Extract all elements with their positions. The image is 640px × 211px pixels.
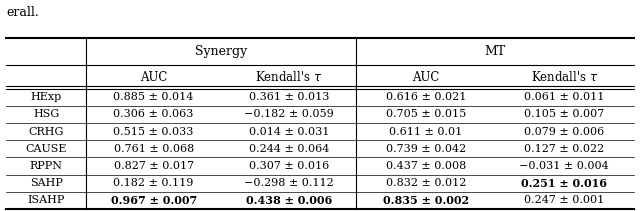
Text: 0.438 ± 0.006: 0.438 ± 0.006 — [246, 195, 332, 206]
Text: 0.616 ± 0.021: 0.616 ± 0.021 — [385, 92, 466, 102]
Text: Kendall's $\tau$: Kendall's $\tau$ — [255, 70, 323, 84]
Text: 0.307 ± 0.016: 0.307 ± 0.016 — [249, 161, 329, 171]
Text: AUC: AUC — [140, 70, 167, 84]
Text: 0.247 ± 0.001: 0.247 ± 0.001 — [524, 195, 604, 205]
Text: 0.761 ± 0.068: 0.761 ± 0.068 — [113, 144, 194, 154]
Text: 0.361 ± 0.013: 0.361 ± 0.013 — [248, 92, 329, 102]
Text: 0.515 ± 0.033: 0.515 ± 0.033 — [113, 127, 194, 137]
Text: 0.182 ± 0.119: 0.182 ± 0.119 — [113, 178, 194, 188]
Text: CRHG: CRHG — [29, 127, 64, 137]
Text: erall.: erall. — [6, 6, 39, 19]
Text: 0.705 ± 0.015: 0.705 ± 0.015 — [385, 109, 466, 119]
Text: 0.885 ± 0.014: 0.885 ± 0.014 — [113, 92, 194, 102]
Text: ISAHP: ISAHP — [28, 195, 65, 205]
Text: CAUSE: CAUSE — [26, 144, 67, 154]
Text: SAHP: SAHP — [30, 178, 63, 188]
Text: HExp: HExp — [31, 92, 62, 102]
Text: 0.611 ± 0.01: 0.611 ± 0.01 — [389, 127, 462, 137]
Text: 0.827 ± 0.017: 0.827 ± 0.017 — [114, 161, 194, 171]
Text: 0.832 ± 0.012: 0.832 ± 0.012 — [385, 178, 466, 188]
Text: 0.251 ± 0.016: 0.251 ± 0.016 — [522, 178, 607, 189]
Text: 0.127 ± 0.022: 0.127 ± 0.022 — [524, 144, 604, 154]
Text: AUC: AUC — [412, 70, 440, 84]
Text: 0.244 ± 0.064: 0.244 ± 0.064 — [248, 144, 329, 154]
Text: 0.014 ± 0.031: 0.014 ± 0.031 — [248, 127, 329, 137]
Text: −0.182 ± 0.059: −0.182 ± 0.059 — [244, 109, 333, 119]
Text: 0.437 ± 0.008: 0.437 ± 0.008 — [385, 161, 466, 171]
Text: Synergy: Synergy — [195, 45, 248, 58]
Text: 0.079 ± 0.006: 0.079 ± 0.006 — [524, 127, 604, 137]
Text: 0.967 ± 0.007: 0.967 ± 0.007 — [111, 195, 196, 206]
Text: 0.835 ± 0.002: 0.835 ± 0.002 — [383, 195, 468, 206]
Text: 0.105 ± 0.007: 0.105 ± 0.007 — [524, 109, 604, 119]
Text: 0.739 ± 0.042: 0.739 ± 0.042 — [385, 144, 466, 154]
Text: −0.298 ± 0.112: −0.298 ± 0.112 — [244, 178, 333, 188]
Text: Kendall's $\tau$: Kendall's $\tau$ — [531, 70, 598, 84]
Text: HSG: HSG — [33, 109, 60, 119]
Text: 0.306 ± 0.063: 0.306 ± 0.063 — [113, 109, 194, 119]
Text: MT: MT — [484, 45, 506, 58]
Text: 0.061 ± 0.011: 0.061 ± 0.011 — [524, 92, 605, 102]
Text: −0.031 ± 0.004: −0.031 ± 0.004 — [520, 161, 609, 171]
Text: RPPN: RPPN — [29, 161, 63, 171]
